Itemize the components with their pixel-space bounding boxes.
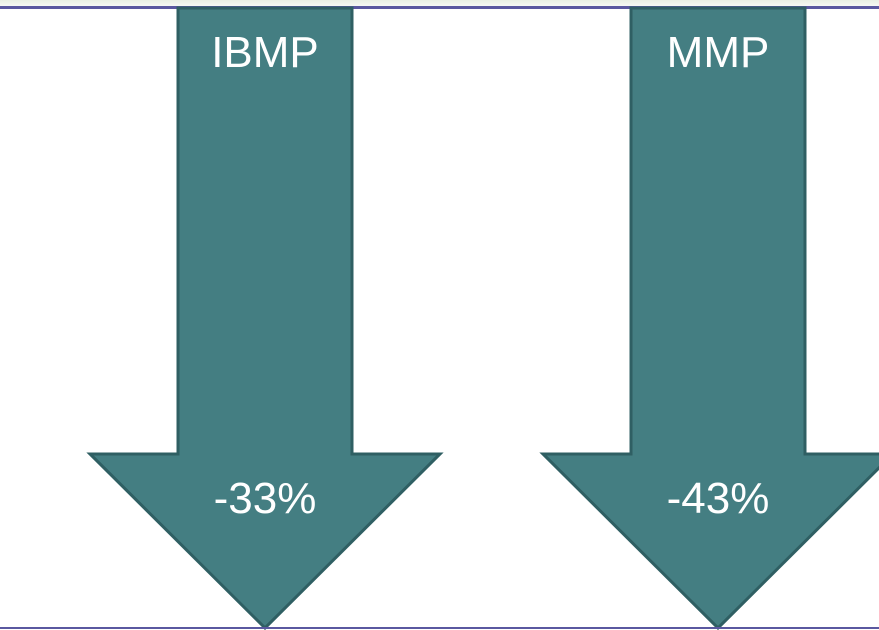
ibmp-label: IBMP xyxy=(211,28,319,77)
mmp-down-arrow-icon xyxy=(539,6,879,630)
mmp-label: MMP xyxy=(666,28,770,77)
mmp-change-value: -43% xyxy=(666,474,770,523)
ibmp-down-arrow-icon xyxy=(86,6,444,630)
bottom-rule-line xyxy=(0,627,879,629)
top-rule-line xyxy=(0,6,879,9)
ibmp-change-value: -33% xyxy=(213,474,317,523)
top-glow xyxy=(0,0,879,10)
